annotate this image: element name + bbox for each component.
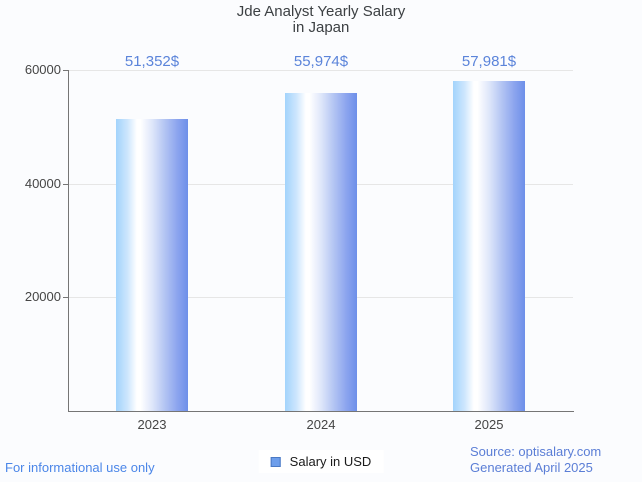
chart-legend: Salary in USD [258, 450, 384, 473]
x-tick-label-2024: 2024 [306, 417, 336, 432]
value-label-2024: 55,974$ [293, 53, 349, 70]
y-axis-line [68, 70, 69, 412]
y-tick-label-60000: 60000 [24, 62, 61, 77]
x-axis-line [68, 411, 574, 412]
legend-label: Salary in USD [289, 454, 372, 469]
source-link[interactable]: Source: optisalary.com [470, 444, 602, 459]
y-tick-label-40000: 40000 [24, 176, 61, 191]
generated-date: Generated April 2025 [470, 460, 593, 475]
y-tick-mark-40000 [63, 184, 68, 185]
y-tick-label-20000: 20000 [24, 289, 61, 304]
x-tick-label-2025: 2025 [474, 417, 504, 432]
value-label-2025: 57,981$ [461, 53, 517, 70]
chart-title: Jde Analyst Yearly Salary in Japan [0, 4, 642, 36]
source-block: Source: optisalary.com Generated April 2… [470, 444, 601, 476]
chart-title-line2: in Japan [292, 19, 350, 36]
y-tick-mark-20000 [63, 297, 68, 298]
bar-2025[interactable] [453, 81, 525, 411]
bar-2024[interactable] [285, 93, 357, 411]
disclaimer-text: For informational use only [5, 460, 155, 475]
gridline-60000 [68, 70, 573, 71]
y-tick-mark-60000 [63, 70, 68, 71]
chart-title-line1: Jde Analyst Yearly Salary [236, 3, 406, 20]
legend-swatch-icon [270, 456, 281, 467]
value-label-2023: 51,352$ [124, 53, 180, 70]
x-tick-label-2023: 2023 [137, 417, 167, 432]
bar-2023[interactable] [116, 119, 188, 411]
